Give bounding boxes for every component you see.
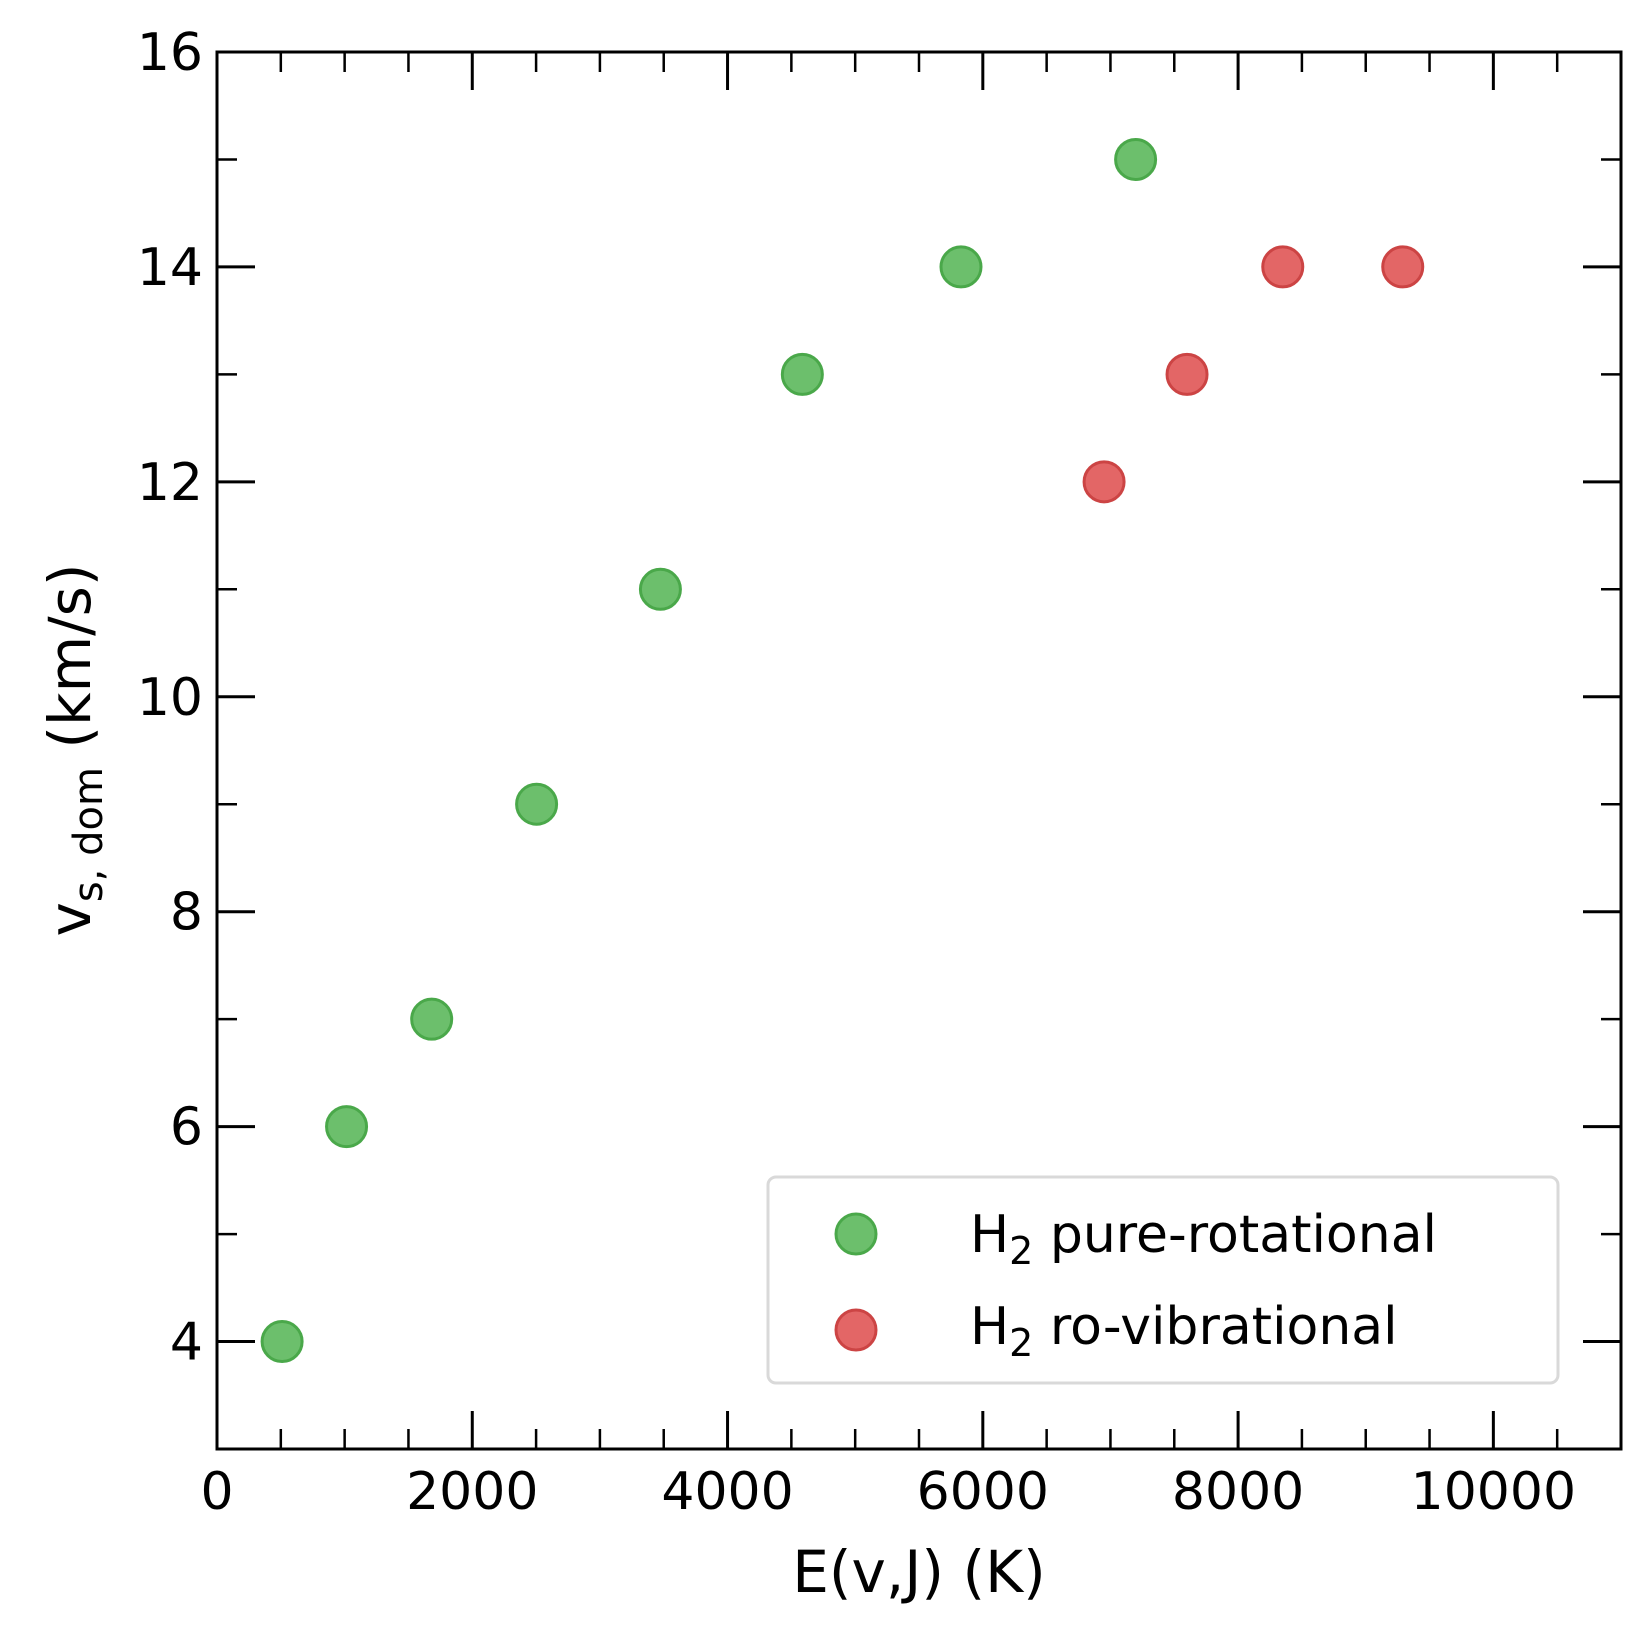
y-tick-label: 14 xyxy=(137,238,203,298)
labels-layer: 0 2000 4000 6000 8000 10000 4 6 8 10 12 14 16 xyxy=(137,23,1576,1522)
x-tick-label: 8000 xyxy=(1172,1462,1304,1522)
legend-label-ro-vibrational-main: H xyxy=(970,1297,1009,1357)
y-tick-label: 16 xyxy=(137,23,203,83)
legend-label-ro-vibrational-rest: ro-vibrational xyxy=(1033,1297,1397,1357)
pure-rotational-point xyxy=(1114,137,1158,181)
x-tick-label: 10000 xyxy=(1411,1462,1576,1522)
pure-rotational-point xyxy=(638,567,682,611)
legend-label-pure-rotational-sub: 2 xyxy=(1009,1229,1033,1273)
pure-rotational-point xyxy=(260,1320,304,1364)
legend-frame xyxy=(766,1175,1560,1385)
legend-label-pure-rotational-main: H xyxy=(970,1205,1009,1265)
y-tick-label: 10 xyxy=(137,668,203,728)
y-tick-label: 12 xyxy=(137,453,203,513)
legend-label-pure-rotational: H2 pure-rotational xyxy=(970,1205,1437,1273)
ro-vibrational-point xyxy=(1261,245,1305,289)
x-tick-label: 0 xyxy=(200,1462,233,1522)
x-axis-title: E(v,J) (K) xyxy=(792,1538,1046,1606)
ro-vibrational-point xyxy=(1082,460,1126,504)
pure-rotational-point xyxy=(410,997,454,1041)
ro-vibrational-point xyxy=(1165,352,1209,396)
legend-label-ro-vibrational: H2 ro-vibrational xyxy=(970,1297,1398,1365)
pure-rotational-point xyxy=(325,1105,369,1149)
legend-label-pure-rotational-rest: pure-rotational xyxy=(1033,1205,1437,1265)
y-axis-title: vs, dom (km/s) xyxy=(36,564,112,937)
points-layer xyxy=(260,137,1425,1364)
y-tick-label: 4 xyxy=(170,1313,203,1373)
y-axis-title-units: (km/s) xyxy=(36,564,104,768)
legend-marker-ro-vibrational xyxy=(834,1308,878,1352)
pure-rotational-point xyxy=(780,352,824,396)
x-tick-label: 4000 xyxy=(661,1462,793,1522)
y-axis-title-main: v xyxy=(36,902,104,936)
x-tick-label: 6000 xyxy=(917,1462,1049,1522)
legend-marker-pure-rotational xyxy=(834,1212,878,1256)
pure-rotational-point xyxy=(939,245,983,289)
pure-rotational-point xyxy=(515,782,559,826)
y-axis-title-sub: s, dom xyxy=(66,767,112,902)
ticks-layer xyxy=(215,50,1623,1451)
y-tick-label: 8 xyxy=(170,883,203,943)
legend: H2 pure-rotational H2 ro-vibrational xyxy=(766,1175,1560,1385)
plot-frame xyxy=(215,50,1623,1451)
legend-label-ro-vibrational-sub: 2 xyxy=(1009,1321,1033,1365)
y-tick-label: 6 xyxy=(170,1098,203,1158)
x-tick-label: 2000 xyxy=(406,1462,538,1522)
ro-vibrational-point xyxy=(1381,245,1425,289)
